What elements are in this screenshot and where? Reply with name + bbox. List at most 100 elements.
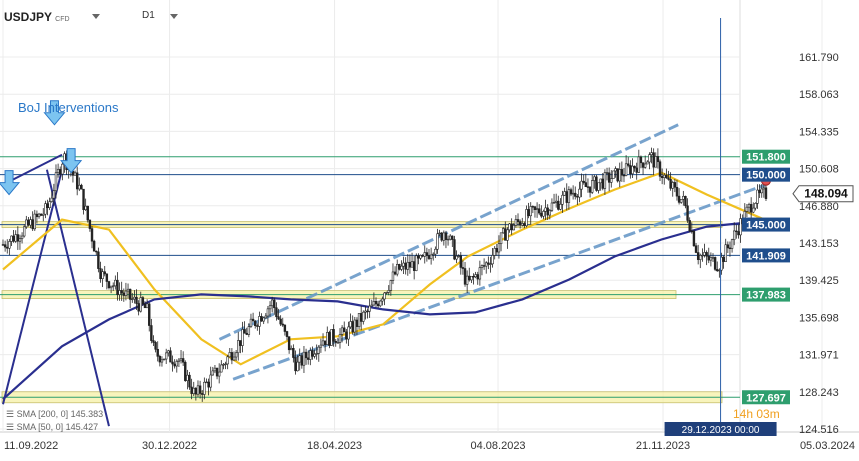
candle-body: [398, 264, 401, 270]
candle-body: [376, 303, 380, 307]
timeframe-dropdown-icon[interactable]: [170, 14, 178, 19]
candle-body: [226, 356, 229, 365]
candle-body: [309, 350, 312, 360]
candle-body: [86, 205, 89, 221]
candle-body: [703, 252, 706, 256]
sma200-legend[interactable]: ☰ SMA [200, 0] 145.383: [6, 409, 103, 420]
candle-body: [42, 213, 45, 216]
candle-body: [658, 161, 662, 177]
candle-body: [315, 352, 318, 355]
candle-body: [565, 191, 568, 203]
candle-body: [665, 174, 668, 179]
candle-body: [440, 232, 443, 241]
candle-body: [544, 207, 547, 212]
candle-body: [196, 385, 200, 395]
candle-body: [75, 172, 79, 190]
candle-body: [254, 320, 257, 326]
candle-body: [355, 319, 359, 327]
candle-body: [709, 257, 713, 261]
candle-body: [14, 234, 17, 242]
timeframe-label[interactable]: D1: [142, 10, 155, 21]
candle-body: [368, 305, 371, 312]
candle-body: [637, 156, 641, 173]
symbol-label[interactable]: USDJPY CFD: [4, 10, 70, 24]
candle-body: [597, 182, 600, 191]
candle-body: [694, 245, 698, 253]
candle-body: [84, 205, 87, 210]
candle-body: [504, 228, 507, 241]
candle-body: [671, 182, 674, 189]
candle-body: [326, 332, 329, 345]
candle-body: [173, 363, 176, 367]
candle-body: [279, 318, 282, 325]
candle-body: [495, 248, 499, 253]
candle-body: [287, 336, 291, 351]
candle-body: [228, 352, 231, 358]
candle-body: [499, 232, 503, 245]
y-tick-label: 154.335: [799, 126, 839, 138]
candle-body: [578, 188, 581, 198]
candle-body: [249, 318, 253, 327]
candle-body: [1, 244, 5, 246]
sma50-line: [2, 171, 767, 366]
candle-body: [699, 255, 702, 260]
candle-body: [569, 189, 573, 195]
candle-body: [601, 178, 604, 189]
candle-body: [48, 201, 51, 209]
sma50-legend-label: SMA [50, 0] 145.427: [16, 422, 99, 432]
candle-body: [432, 253, 435, 256]
candle-body: [357, 313, 361, 327]
candle-body: [260, 316, 263, 322]
candle-body: [239, 340, 242, 346]
sma50-legend[interactable]: ☰ SMA [50, 0] 145.427: [6, 422, 98, 433]
intervention-arrow-icon: [60, 148, 83, 174]
candle-body: [190, 386, 193, 394]
candle-body: [158, 356, 162, 363]
candle-body: [690, 230, 694, 233]
candle-body: [711, 257, 715, 259]
candle-body: [726, 244, 730, 249]
candle-body: [491, 255, 494, 265]
candle-body: [234, 352, 238, 358]
candle-body: [463, 268, 467, 285]
candle-body: [468, 275, 471, 281]
candle-body: [213, 367, 217, 372]
candle-body: [109, 285, 113, 289]
candle-body: [673, 182, 677, 188]
y-tick-label: 150.608: [799, 164, 839, 176]
candle-body: [614, 168, 617, 172]
candle-body: [567, 189, 571, 203]
candle-body: [203, 381, 206, 395]
candle-body: [582, 180, 585, 183]
candle-body: [33, 213, 36, 230]
crosshair-date-label: 29.12.2023 00:00: [682, 425, 760, 436]
candle-body: [128, 288, 132, 300]
x-tick-label: 18.04.2023: [307, 440, 362, 452]
candle-body: [154, 342, 157, 350]
candle-body: [304, 351, 308, 359]
level-label-box: [742, 248, 790, 263]
candle-body: [292, 348, 295, 358]
candle-body: [410, 261, 414, 268]
candle-body: [27, 219, 30, 226]
candle-body: [385, 292, 388, 294]
candle-body: [340, 327, 344, 335]
candle-body: [112, 285, 115, 287]
candle-body: [518, 221, 522, 226]
candle-body: [338, 334, 342, 343]
candle-body: [37, 213, 41, 218]
candle-body: [478, 267, 482, 280]
candle-body: [46, 203, 49, 209]
y-tick-label: 128.243: [799, 387, 839, 399]
instrument-type: CFD: [55, 16, 70, 23]
candle-body: [162, 358, 166, 361]
level-label-box: [742, 390, 790, 405]
candle-body: [620, 169, 624, 176]
candle-body: [29, 219, 32, 226]
candle-body: [283, 324, 287, 332]
symbol-dropdown-icon[interactable]: [92, 14, 100, 19]
y-tick-label: 146.880: [799, 201, 839, 213]
candle-body: [143, 303, 147, 309]
candle-body: [205, 381, 208, 384]
